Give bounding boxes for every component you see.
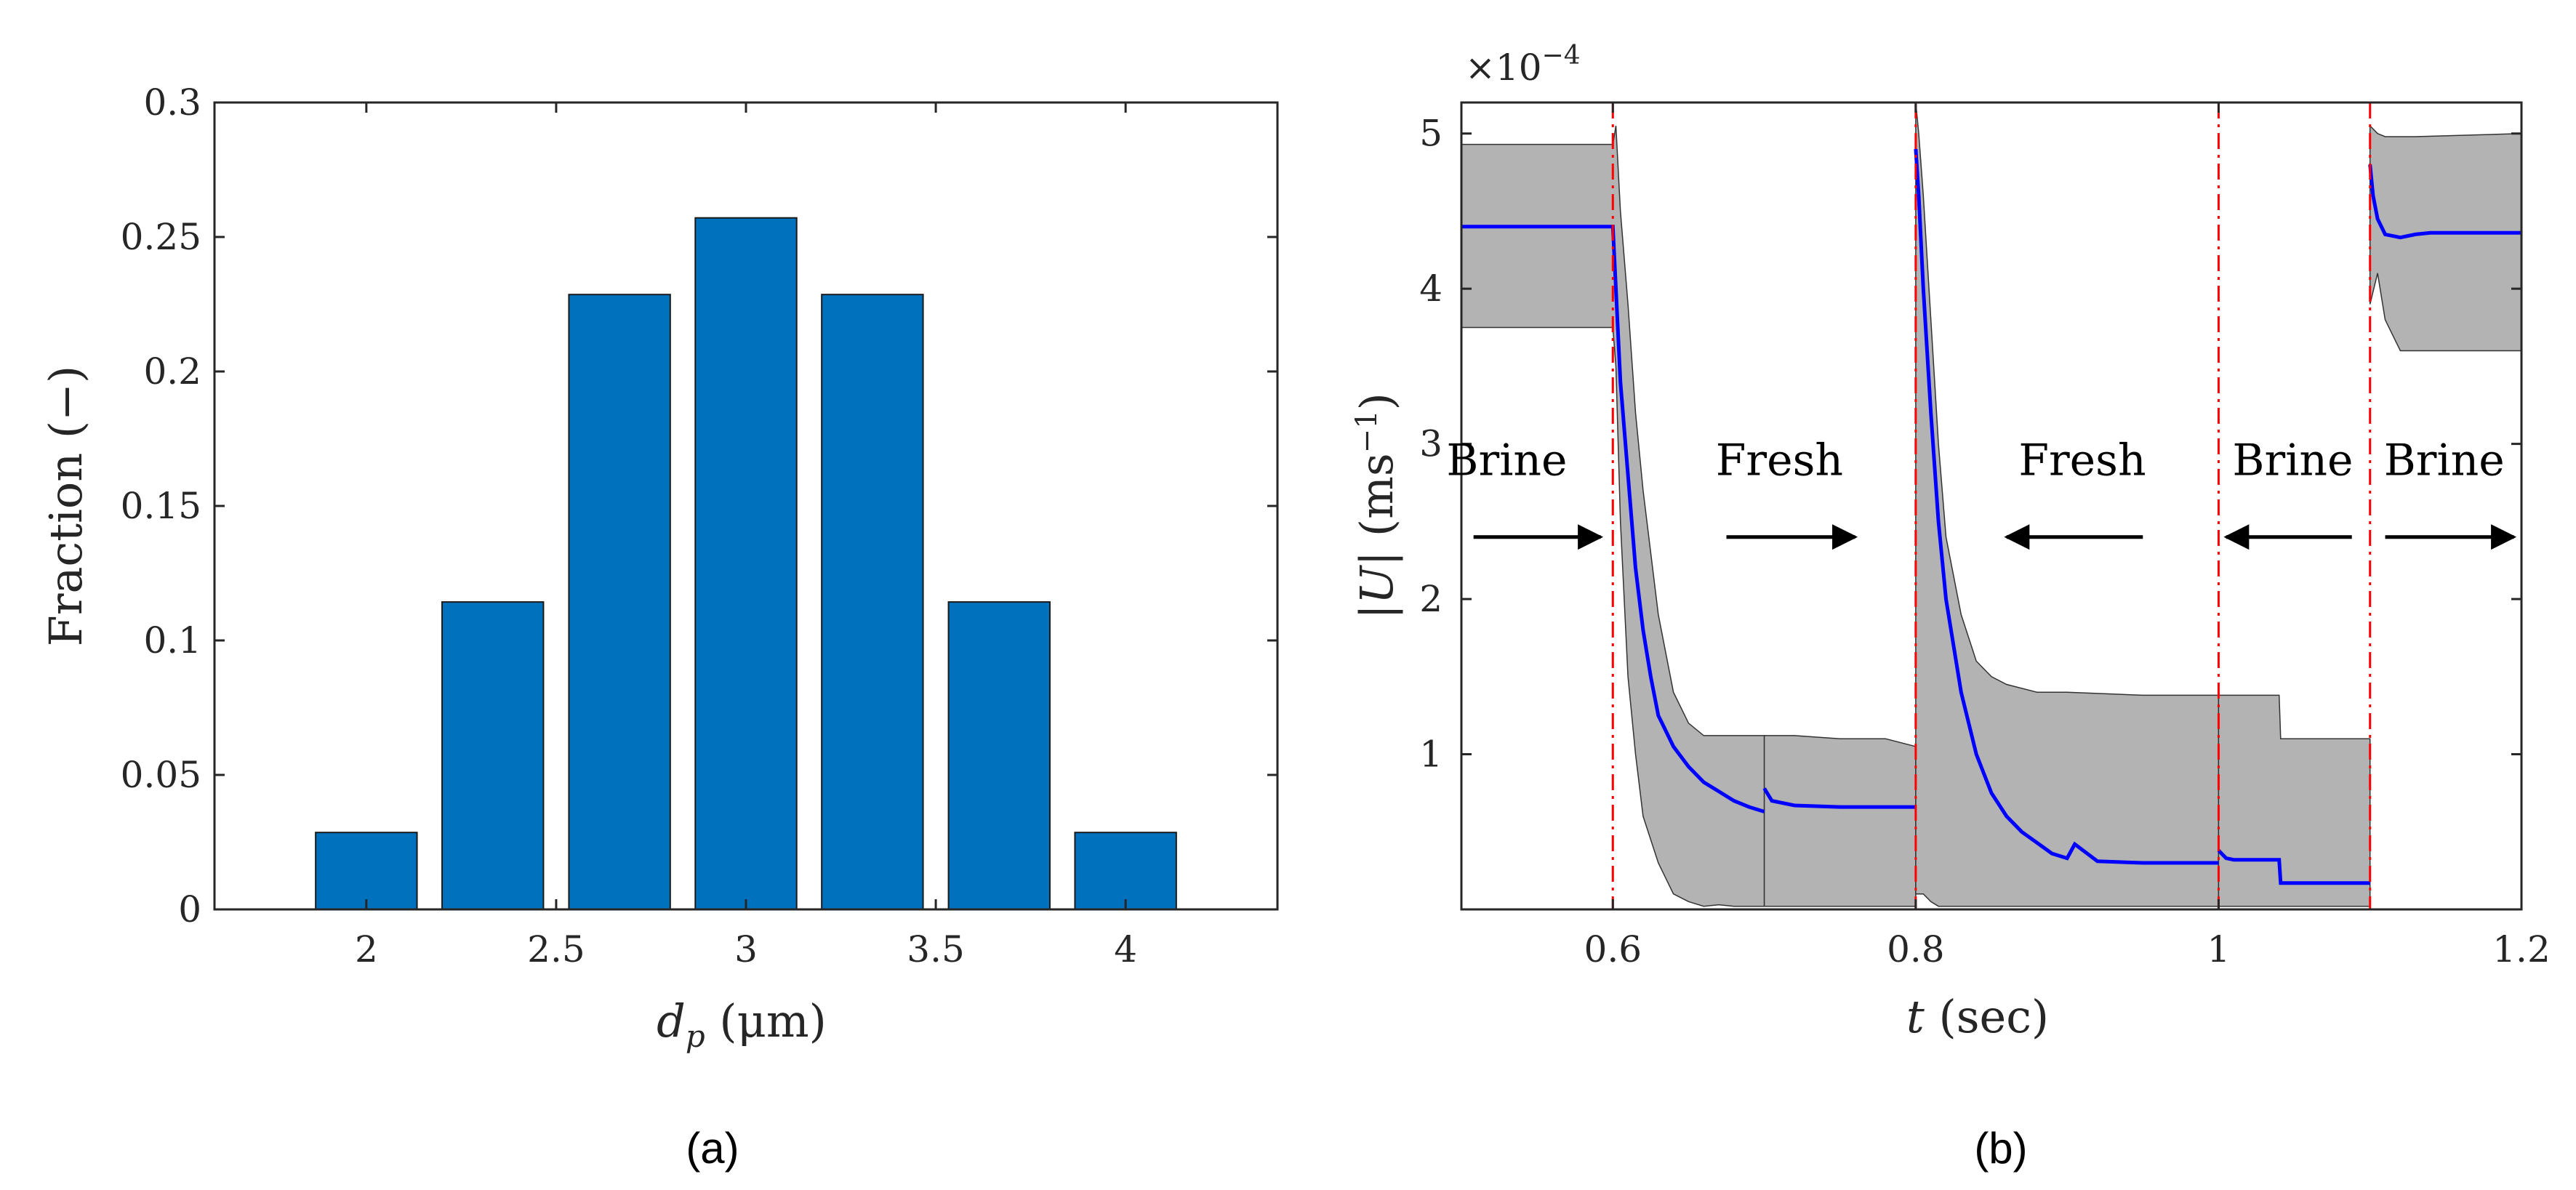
annotations: Brine Fresh Fresh Brine Brine: [1446, 435, 2517, 550]
y-axis-label-close: ): [1350, 393, 1403, 410]
x-tick-label: 2: [355, 928, 378, 970]
bar: [1074, 832, 1177, 911]
x-axis-label-main: t: [1906, 990, 1925, 1043]
flow-label: Fresh: [1716, 435, 1843, 486]
y-axis-label-exp: −1: [1350, 410, 1384, 453]
y-multiplier-base: ×10: [1465, 47, 1542, 89]
y-axis-label: |U| (ms−1): [1350, 393, 1403, 619]
x-axis-label: t (sec): [1906, 990, 2049, 1043]
bar: [568, 294, 671, 910]
range-band: [1915, 102, 2220, 907]
y-tick-label: 0.2: [143, 350, 201, 393]
range-band: [2218, 694, 2371, 907]
panel-label-b: (b): [1974, 1124, 2027, 1173]
bar: [694, 217, 798, 911]
y-multiplier: ×10−4: [1465, 41, 1581, 89]
x-ticks: 0.6 0.8 1 1.2: [1584, 102, 2551, 970]
y-tick-label: 2: [1419, 578, 1443, 620]
x-tick-label: 2.5: [527, 928, 585, 970]
y-tick-label: 0.25: [121, 216, 201, 258]
y-ticks: 0 0.05 0.1 0.15 0.2 0.25 0.3: [121, 81, 1277, 930]
axes-frame: [1460, 101, 2523, 911]
y-axis-label-main: |U|: [1350, 551, 1403, 619]
flow-label: Brine: [2232, 435, 2353, 486]
flow-label: Brine: [2384, 435, 2505, 486]
x-tick-label: 4: [1114, 928, 1137, 970]
x-tick-label: 3.5: [907, 928, 965, 970]
mean-line: [1762, 787, 1916, 809]
mean-line: [2368, 164, 2521, 240]
x-ticks: 2 2.5 3 3.5 4: [355, 102, 1137, 970]
y-tick-label: 0.1: [143, 619, 201, 662]
y-tick-label: 1: [1419, 733, 1443, 776]
x-axis-label: dp (μm): [657, 994, 827, 1054]
chart-a: 2 2.5 3 3.5 4 0 0.05 0.1 0.15 0.2 0.25 0.3 dp (μm)…: [39, 81, 1279, 1173]
y-tick-label: 0.3: [143, 81, 201, 124]
mean-line: [1914, 148, 2219, 865]
y-tick-label: 0.05: [121, 754, 201, 796]
x-tick-label: 0.8: [1887, 928, 1945, 970]
y-tick-label: 3: [1419, 423, 1443, 465]
x-axis-label-unit: (sec): [1925, 990, 2049, 1043]
x-tick-label: 1.2: [2492, 928, 2551, 970]
y-tick-label: 0: [178, 888, 201, 930]
range-band: [2369, 124, 2521, 352]
range-bands: [1461, 102, 2521, 907]
flow-label: Fresh: [2018, 435, 2146, 486]
x-axis-label-main: d: [657, 994, 686, 1048]
bars-group: [315, 217, 1177, 911]
mean-lines: [1461, 148, 2521, 885]
mean-line: [2217, 849, 2370, 885]
y-multiplier-exp: −4: [1542, 41, 1581, 71]
y-axis-label-unit: (ms: [1350, 453, 1403, 551]
bar: [441, 601, 545, 911]
panel-label-a: (a): [686, 1124, 739, 1173]
y-tick-label: 5: [1419, 113, 1443, 155]
y-ticks: 1 2 3 4 5: [1419, 113, 2521, 776]
x-tick-label: 3: [734, 928, 758, 970]
bar: [821, 294, 924, 910]
x-tick-label: 1: [2207, 928, 2231, 970]
x-axis-label-unit: (μm): [705, 994, 827, 1048]
x-tick-label: 0.6: [1584, 928, 1642, 970]
bar: [315, 832, 418, 911]
event-lines: [1461, 102, 2521, 909]
y-tick-label: 0.15: [121, 485, 201, 527]
range-band: [1763, 735, 1917, 907]
bar: [947, 601, 1051, 911]
y-tick-label: 4: [1419, 268, 1443, 310]
x-axis-label-sub: p: [686, 1018, 705, 1054]
y-axis-label: Fraction (−): [39, 366, 92, 646]
mean-line: [1461, 225, 1765, 813]
flow-label: Brine: [1446, 435, 1567, 486]
